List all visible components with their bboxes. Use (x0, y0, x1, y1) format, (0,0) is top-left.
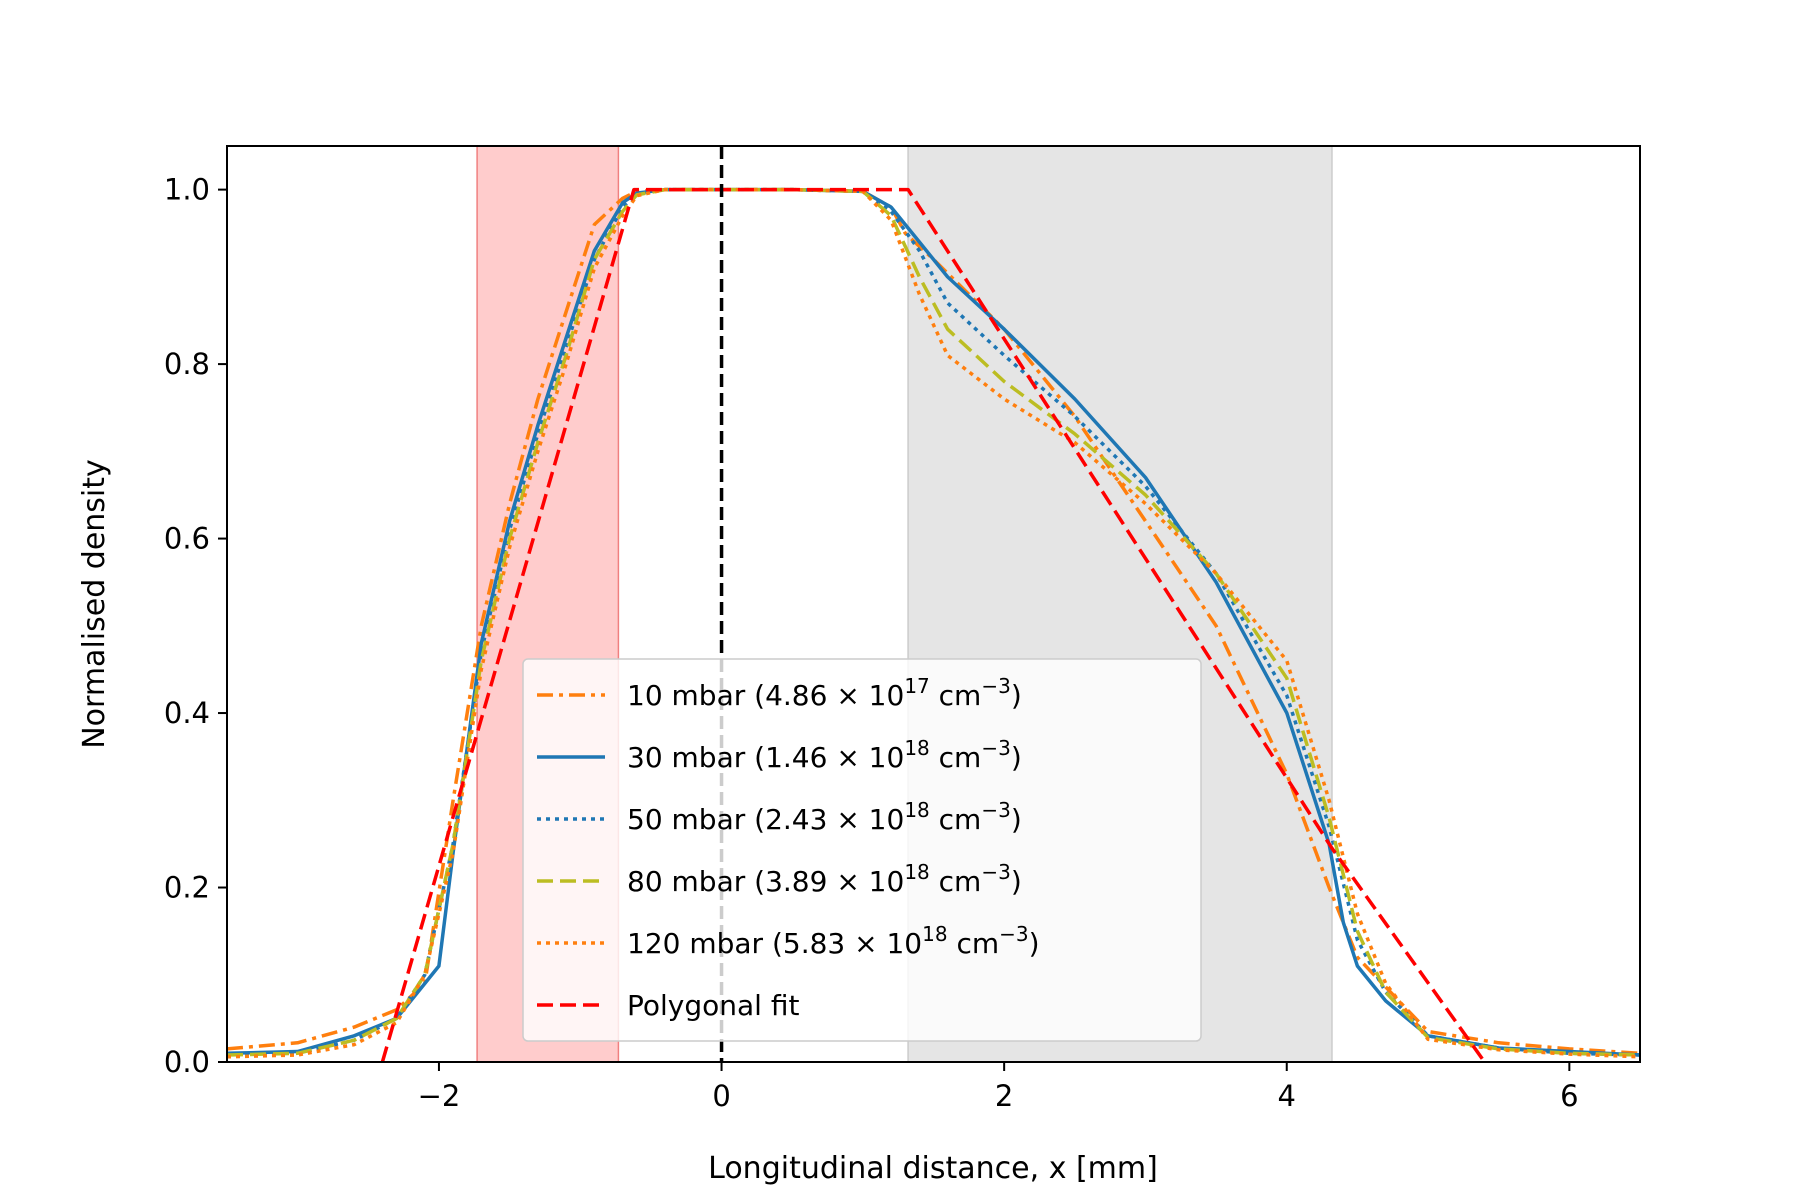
y-tick-label: 0.4 (164, 696, 210, 730)
legend-text-part: 50 mbar (2.43 × 10 (627, 803, 904, 836)
legend-text-part: −3 (981, 798, 1010, 822)
y-tick-label: 0.8 (164, 347, 210, 381)
legend-text-part: ) (1011, 865, 1022, 898)
legend-text-part: 30 mbar (1.46 × 10 (627, 741, 904, 774)
legend-text-part: cm (930, 679, 982, 712)
legend-text-part: ) (1011, 679, 1022, 712)
legend-text-part: 10 mbar (4.86 × 10 (627, 679, 904, 712)
y-tick-label: 0.6 (164, 522, 210, 556)
legend-text-part: −3 (981, 674, 1010, 698)
legend-text-part: 80 mbar (3.89 × 10 (627, 865, 904, 898)
legend-text-part: −3 (999, 922, 1028, 946)
legend-text-part: ) (1011, 803, 1022, 836)
x-tick-label: 0 (712, 1079, 730, 1113)
legend-label-0: 10 mbar (4.86 × 1017​ cm−3​) (627, 674, 1022, 712)
y-tick-label: 0.2 (164, 871, 210, 905)
legend-box (522, 658, 1202, 1042)
legend-label-4: 120 mbar (5.83 × 1018​ cm−3​) (627, 922, 1040, 960)
legend-text-part: 18 (904, 798, 929, 822)
legend-text-part: 18 (922, 922, 947, 946)
legend-text-part: 18 (904, 860, 929, 884)
legend: 10 mbar (4.86 × 1017​ cm−3​) 30 mbar (1.4… (522, 658, 1202, 1042)
x-tick-label: −2 (418, 1079, 461, 1113)
y-axis-ticks: 0.0 0.2 0.4 0.6 0.8 1.0 (164, 173, 227, 1079)
y-axis-label: Normalised density (77, 459, 112, 749)
legend-label-2: 50 mbar (2.43 × 1018​ cm−3​) (627, 798, 1022, 836)
y-tick-label: 1.0 (164, 173, 210, 207)
legend-label-3: 80 mbar (3.89 × 1018​ cm−3​) (627, 860, 1022, 898)
legend-text-part: cm (930, 803, 982, 836)
series-line-0 (227, 187, 1640, 1056)
x-axis-ticks: −2 0 2 4 6 (418, 1062, 1579, 1113)
legend-text-part: 18 (904, 736, 929, 760)
legend-label-1: 30 mbar (1.46 × 1018​ cm−3​) (627, 736, 1022, 774)
x-tick-label: 4 (1278, 1079, 1296, 1113)
legend-text-part: cm (930, 741, 982, 774)
x-axis-label: Longitudinal distance, x [mm] (708, 1151, 1158, 1186)
y-tick-label: 0.0 (164, 1045, 210, 1079)
legend-text-part: Polygonal fit (627, 989, 799, 1022)
legend-label-5: Polygonal fit (627, 989, 799, 1022)
legend-text-part: −3 (981, 860, 1010, 884)
legend-text-part: 120 mbar (5.83 × 10 (627, 927, 922, 960)
x-tick-label: 2 (995, 1079, 1013, 1113)
series-lines (227, 187, 1640, 1062)
legend-text-part: 17 (904, 674, 929, 698)
series-line-5 (380, 187, 1487, 1062)
legend-text-part: −3 (981, 736, 1010, 760)
legend-text-part: cm (930, 865, 982, 898)
x-tick-label: 6 (1560, 1079, 1578, 1113)
series-line-4 (227, 187, 1640, 1059)
legend-text-part: ) (1011, 741, 1022, 774)
legend-text-part: ) (1029, 927, 1040, 960)
legend-text-part: cm (948, 927, 1000, 960)
plot-frame (226, 145, 1641, 1063)
